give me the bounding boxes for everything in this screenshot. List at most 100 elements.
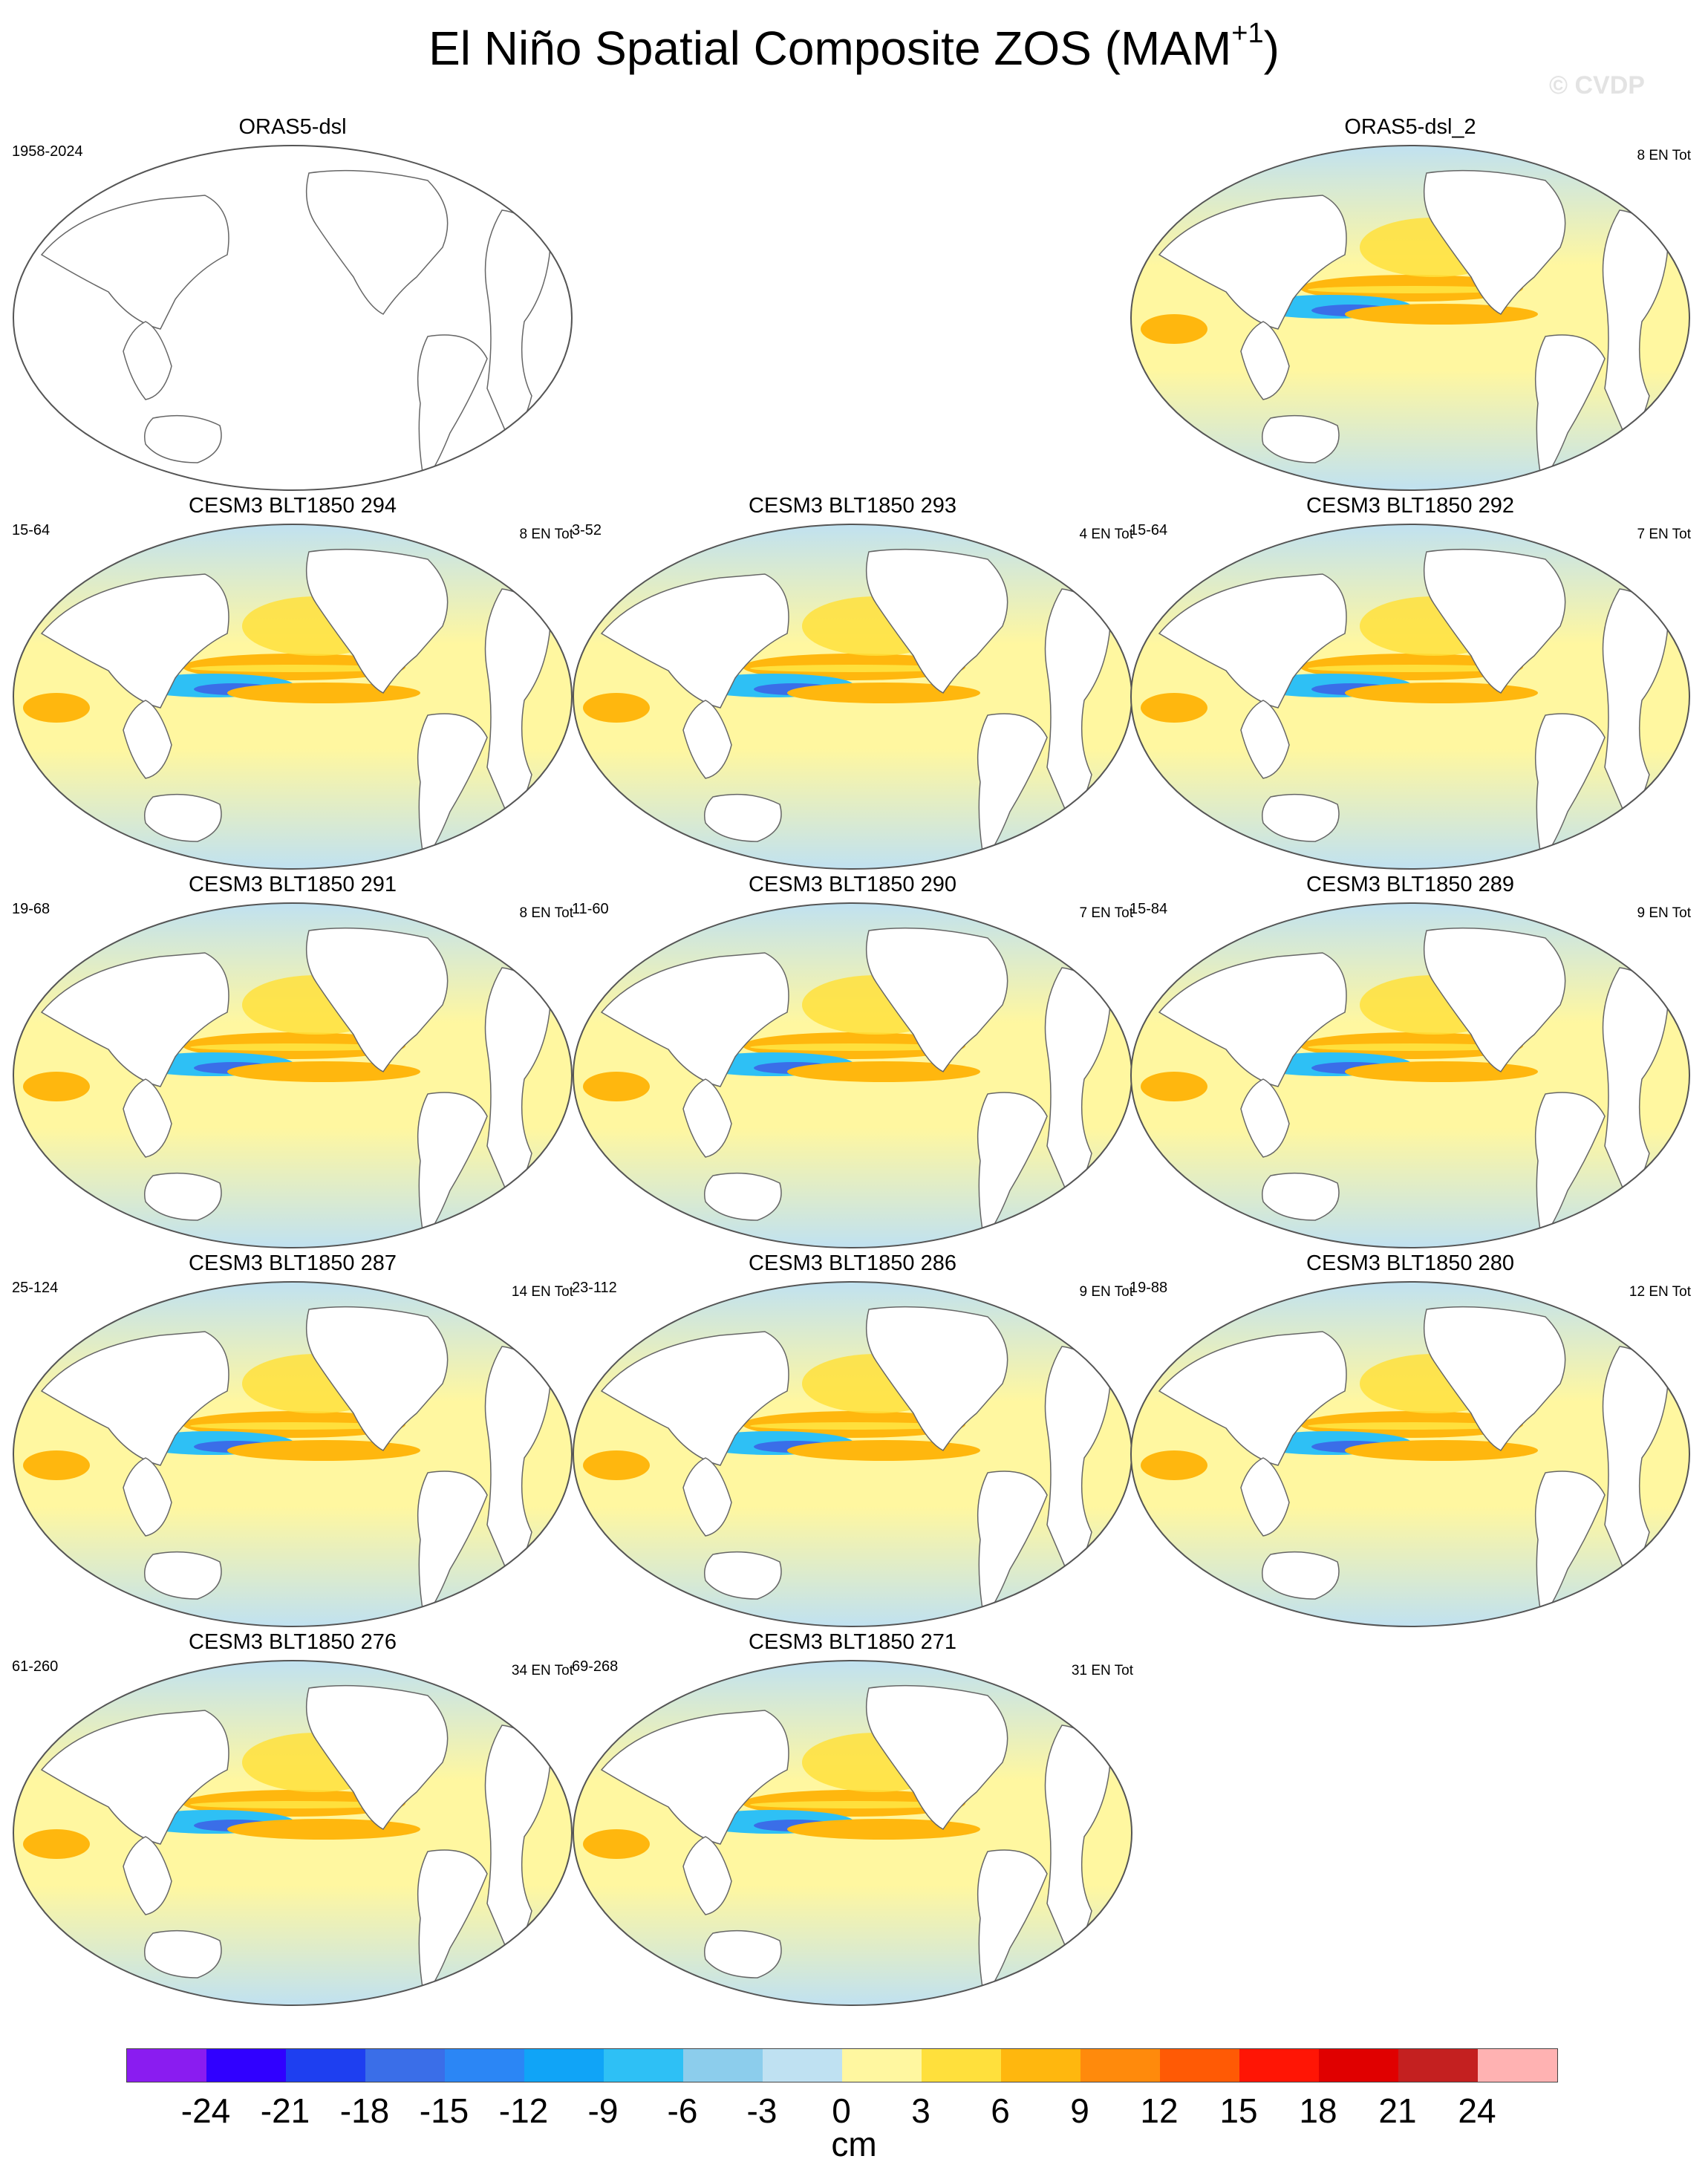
colorbar-swatch <box>763 2049 842 2082</box>
panel-title: ORAS5-dsl <box>238 115 347 139</box>
panel-years: 19-88 <box>1130 1280 1168 1296</box>
map-panel: CESM3 BLT1850 276 61-260 34 EN Tot <box>12 1630 573 2009</box>
panel-title: CESM3 BLT1850 292 <box>1306 494 1514 518</box>
world-map <box>13 1281 573 1627</box>
colorbar-tick-label: -12 <box>498 2091 549 2130</box>
panel-years: 11-60 <box>572 901 609 917</box>
colorbar-swatch <box>206 2049 286 2082</box>
panel-event-count: 7 EN Tot <box>1079 905 1133 921</box>
panel-years: 69-268 <box>572 1658 619 1675</box>
colorbar-tick-label: 18 <box>1299 2091 1337 2130</box>
colorbar-swatch <box>1080 2049 1160 2082</box>
world-map <box>13 1660 573 2006</box>
world-map <box>573 902 1132 1248</box>
map-panel: CESM3 BLT1850 292 15-64 7 EN Tot <box>1130 494 1691 873</box>
colorbar-swatch <box>1319 2049 1398 2082</box>
panel-event-count: 31 EN Tot <box>1071 1663 1133 1678</box>
colorbar-tick-label: 0 <box>832 2091 851 2130</box>
world-map <box>13 145 573 491</box>
colorbar-tick-label: 3 <box>911 2091 930 2130</box>
panel-event-count: 8 EN Tot <box>519 527 573 542</box>
colorbar-tick-label: -21 <box>260 2091 310 2130</box>
map-panel: ORAS5-dsl 1958-2024 <box>12 115 573 494</box>
colorbar-tick-label: -9 <box>587 2091 619 2130</box>
panel-event-count: 4 EN Tot <box>1079 527 1133 542</box>
panel-title: CESM3 BLT1850 294 <box>189 494 397 518</box>
panel-title: CESM3 BLT1850 287 <box>189 1251 397 1275</box>
colorbar-swatch <box>1160 2049 1239 2082</box>
colorbar-swatch <box>445 2049 524 2082</box>
map-panel: ORAS5-dsl_2 8 EN Tot <box>1130 115 1691 494</box>
colorbar-tick-label: 21 <box>1378 2091 1417 2130</box>
colorbar-swatch <box>1001 2049 1080 2082</box>
map-panel: CESM3 BLT1850 290 11-60 7 EN Tot <box>572 873 1133 1251</box>
colorbar-tick-label: -24 <box>180 2091 231 2130</box>
colorbar-swatch <box>286 2049 365 2082</box>
colorbar-tick-label: -3 <box>746 2091 778 2130</box>
colorbar-tick-label: -18 <box>339 2091 390 2130</box>
colorbar-swatch <box>842 2049 922 2082</box>
panel-years: 25-124 <box>12 1280 59 1296</box>
map-panel: CESM3 BLT1850 289 15-84 9 EN Tot <box>1130 873 1691 1251</box>
panel-title: CESM3 BLT1850 289 <box>1306 873 1514 896</box>
world-map <box>573 524 1132 870</box>
colorbar-swatch <box>1398 2049 1478 2082</box>
panel-title: CESM3 BLT1850 290 <box>749 873 956 896</box>
colorbar-swatch <box>365 2049 445 2082</box>
map-panel: CESM3 BLT1850 293 3-52 4 EN Tot <box>572 494 1133 873</box>
panel-title: CESM3 BLT1850 293 <box>749 494 956 518</box>
world-map <box>13 902 573 1248</box>
panel-title: ORAS5-dsl_2 <box>1344 115 1476 139</box>
map-panel: CESM3 BLT1850 271 69-268 31 EN Tot <box>572 1630 1133 2009</box>
panel-years: 15-84 <box>1130 901 1168 917</box>
colorbar-tick-label: -6 <box>667 2091 698 2130</box>
panel-years: 15-64 <box>12 522 50 538</box>
panel-event-count: 14 EN Tot <box>511 1284 573 1300</box>
colorbar-swatch <box>922 2049 1001 2082</box>
colorbar-tick-label: 6 <box>991 2091 1010 2130</box>
panel-event-count: 8 EN Tot <box>519 905 573 921</box>
world-map <box>1130 145 1690 491</box>
panel-event-count: 12 EN Tot <box>1629 1284 1691 1300</box>
map-panel: CESM3 BLT1850 291 19-68 8 EN Tot <box>12 873 573 1251</box>
map-panel: CESM3 BLT1850 294 15-64 8 EN Tot <box>12 494 573 873</box>
panel-years: 61-260 <box>12 1658 59 1675</box>
panel-title: CESM3 BLT1850 276 <box>189 1630 397 1654</box>
world-map <box>573 1660 1132 2006</box>
colorbar-swatch <box>524 2049 604 2082</box>
panel-title: CESM3 BLT1850 271 <box>749 1630 956 1654</box>
colorbar <box>126 2048 1558 2082</box>
world-map <box>1130 1281 1690 1627</box>
colorbar-swatch <box>1239 2049 1319 2082</box>
colorbar-tick-label: -15 <box>419 2091 469 2130</box>
panel-years: 3-52 <box>572 522 602 538</box>
panel-event-count: 34 EN Tot <box>511 1663 573 1678</box>
panel-years: 19-68 <box>12 901 50 917</box>
cvdp-watermark: © CVDP <box>1549 71 1645 100</box>
panel-event-count: 8 EN Tot <box>1637 148 1691 163</box>
panel-years: 23-112 <box>572 1280 617 1296</box>
panel-years: 1958-2024 <box>12 143 83 160</box>
colorbar-tick-label: 15 <box>1219 2091 1258 2130</box>
colorbar-tick-label: 12 <box>1140 2091 1179 2130</box>
colorbar-swatch <box>127 2049 206 2082</box>
panel-years: 15-64 <box>1130 522 1168 538</box>
colorbar-swatch <box>1478 2049 1557 2082</box>
panel-title: CESM3 BLT1850 280 <box>1306 1251 1514 1275</box>
colorbar-tick-label: 24 <box>1458 2091 1496 2130</box>
map-panel: CESM3 BLT1850 286 23-112 9 EN Tot <box>572 1251 1133 1630</box>
colorbar-swatch <box>604 2049 683 2082</box>
world-map <box>573 1281 1132 1627</box>
panel-event-count: 9 EN Tot <box>1079 1284 1133 1300</box>
colorbar-units: cm <box>831 2125 877 2163</box>
panel-title: CESM3 BLT1850 291 <box>189 873 397 896</box>
figure-title: El Niño Spatial Composite ZOS (MAM+1) <box>428 18 1280 75</box>
colorbar-tick-label: 9 <box>1070 2091 1089 2130</box>
panel-title: CESM3 BLT1850 286 <box>749 1251 956 1275</box>
world-map <box>1130 524 1690 870</box>
panel-event-count: 7 EN Tot <box>1637 527 1691 542</box>
world-map <box>13 524 573 870</box>
map-panel: CESM3 BLT1850 280 19-88 12 EN Tot <box>1130 1251 1691 1630</box>
colorbar-swatch <box>683 2049 763 2082</box>
world-map <box>1130 902 1690 1248</box>
